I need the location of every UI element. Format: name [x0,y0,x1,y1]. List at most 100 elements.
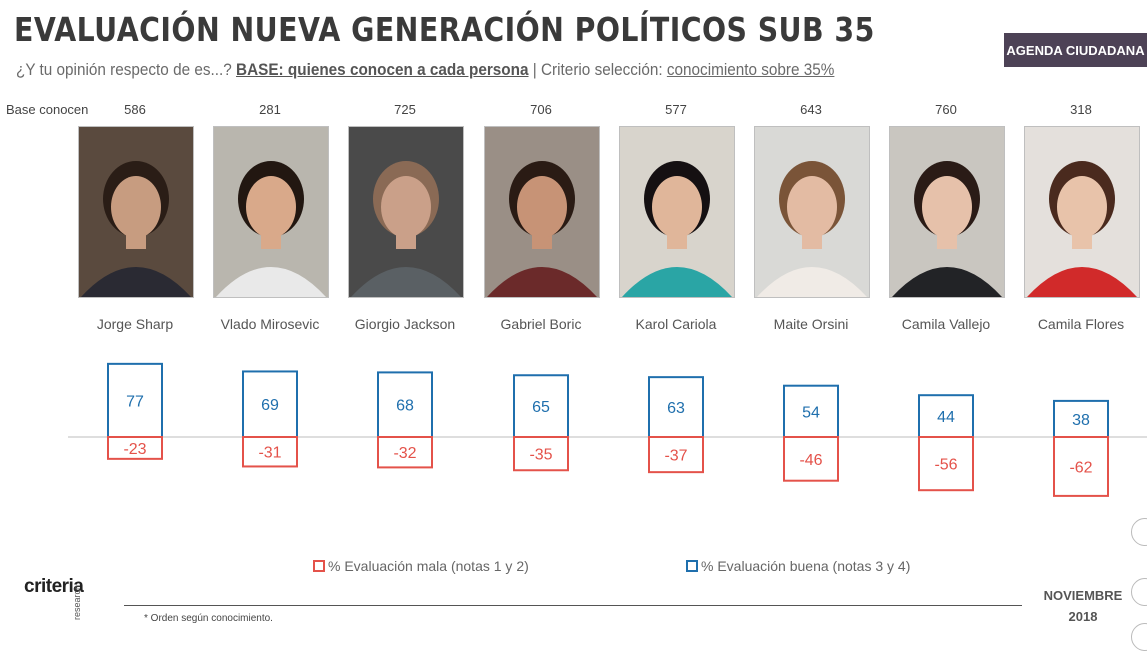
agenda-ciudadana-badge: AGENDA CIUDADANA [1004,33,1147,67]
portrait-face [787,176,837,238]
criteria-logo-sub: research [72,584,82,620]
portrait-face [1057,176,1107,238]
good-evaluation-label: 69 [261,397,279,414]
politician-name: Vlado Mirosevic [220,316,320,332]
base-count: 577 [665,102,687,117]
base-count: 318 [1070,102,1092,117]
evaluation-bar-chart: 77 -23 69 -31 68 -32 65 -35 63 -37 54 -46 44 -56 38 -62 [68,362,1147,497]
legend-good-label: % Evaluación buena (notas 3 y 4) [701,558,911,574]
portrait-face [517,176,567,238]
politician-name: Camila Flores [1037,316,1125,332]
portrait-illustration [755,127,869,297]
portrait-illustration [890,127,1004,297]
good-evaluation-label: 77 [126,393,144,410]
bad-evaluation-label: -46 [799,452,822,469]
portrait-face [652,176,702,238]
subtitle-criterion: conocimiento sobre 35% [666,60,835,79]
good-evaluation-bar [377,371,433,438]
politician-name: Camila Vallejo [901,316,991,332]
portrait-photo [754,126,870,298]
subtitle-separator: | [532,60,537,79]
legend-good: % Evaluación buena (notas 3 y 4) [686,558,910,574]
base-label: Base conocen [6,102,89,117]
portrait-illustration [620,127,734,297]
good-evaluation-bar [783,384,839,438]
good-evaluation-bar [513,374,569,438]
portrait-photo [348,126,464,298]
legend-bad-swatch [313,560,325,572]
bad-evaluation-bar [648,436,704,474]
subtitle-base: BASE: quienes conocen a cada persona [236,60,529,79]
bad-evaluation-bar [513,436,569,472]
portrait-clothing [757,267,867,297]
good-evaluation-label: 68 [396,398,414,415]
politician-name: Giorgio Jackson [354,316,456,332]
portrait-face [111,176,161,238]
portrait-illustration [485,127,599,297]
bad-evaluation-label: -23 [123,441,146,458]
portrait-photo [213,126,329,298]
portrait-illustration [214,127,328,297]
bad-evaluation-bar [783,436,839,482]
good-evaluation-bar [107,362,163,439]
politician-name: Jorge Sharp [96,316,174,332]
subtitle: ¿Y tu opinión respecto de es...? BASE: q… [16,60,834,80]
good-evaluation-label: 54 [802,404,820,421]
good-evaluation-bar [1053,399,1109,438]
legend-good-swatch [686,560,698,572]
good-evaluation-bar [242,370,298,439]
bad-evaluation-bar [377,436,433,469]
bad-evaluation-label: -35 [529,447,552,464]
legend-bad-label: % Evaluación mala (notas 1 y 2) [328,558,529,574]
portrait-clothing [216,267,326,297]
bad-evaluation-label: -31 [258,445,281,462]
base-count: 725 [394,102,416,117]
portrait-photo [619,126,735,298]
bad-evaluation-label: -32 [393,445,416,462]
bad-evaluation-label: -37 [664,448,687,465]
report-date: NOVIEMBRE 2018 [1040,585,1126,627]
portrait-clothing [487,267,597,297]
subtitle-criterion-label: Criterio selección: [541,60,663,79]
page-title: EVALUACIÓN NUEVA GENERACIÓN POLÍTICOS SU… [14,10,875,49]
report-month: NOVIEMBRE [1043,588,1123,603]
good-evaluation-label: 63 [667,400,685,417]
portrait-photo [1024,126,1140,298]
scroll-up-button[interactable] [1131,518,1147,546]
base-count: 281 [259,102,281,117]
scroll-button[interactable] [1131,578,1147,606]
politician-name: Maite Orsini [773,316,849,332]
footer-divider [124,605,1022,606]
portrait-illustration [349,127,463,297]
footnote: * Orden según conocimiento. [144,613,273,624]
bad-evaluation-label: -62 [1069,459,1092,476]
base-count: 760 [935,102,957,117]
good-evaluation-label: 38 [1072,412,1090,429]
portrait-clothing [1027,267,1137,297]
portrait-clothing [622,267,732,297]
good-evaluation-label: 65 [532,399,550,416]
portrait-clothing [351,267,461,297]
legend-bad: % Evaluación mala (notas 1 y 2) [313,558,529,574]
portrait-illustration [1025,127,1139,297]
criteria-logo: criteria [24,576,84,597]
politician-name: Karol Cariola [635,316,717,332]
base-count: 586 [124,102,146,117]
bad-evaluation-bar [1053,436,1109,497]
politician-name: Gabriel Boric [500,316,582,332]
bad-evaluation-bar [107,436,163,460]
portrait-face [246,176,296,238]
portrait-clothing [892,267,1002,297]
portrait-photo [889,126,1005,298]
good-evaluation-label: 44 [937,409,955,426]
portrait-photo [78,126,194,298]
portrait-face [381,176,431,238]
portrait-face [922,176,972,238]
portrait-photo [484,126,600,298]
bad-evaluation-label: -56 [934,457,957,474]
portrait-clothing [81,267,191,297]
report-year: 2018 [1068,609,1098,624]
bad-evaluation-bar [242,436,298,468]
scroll-down-button[interactable] [1131,623,1147,651]
portrait-illustration [79,127,193,297]
